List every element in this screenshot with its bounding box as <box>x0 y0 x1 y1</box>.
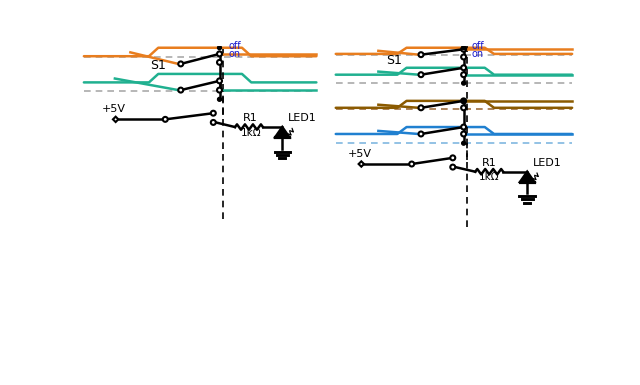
Circle shape <box>218 46 221 50</box>
Text: 1kΩ: 1kΩ <box>479 172 500 182</box>
Circle shape <box>461 141 465 145</box>
Text: R1: R1 <box>481 157 496 167</box>
Polygon shape <box>113 117 118 122</box>
Circle shape <box>419 72 424 77</box>
Text: S1: S1 <box>386 54 402 67</box>
Text: on: on <box>228 49 240 59</box>
Circle shape <box>461 55 466 59</box>
Polygon shape <box>275 127 289 137</box>
Circle shape <box>461 47 466 52</box>
Circle shape <box>218 97 221 101</box>
Polygon shape <box>520 172 534 182</box>
Circle shape <box>461 65 466 70</box>
Circle shape <box>217 52 222 56</box>
Circle shape <box>451 156 455 160</box>
Circle shape <box>217 60 222 65</box>
Circle shape <box>461 99 466 103</box>
Circle shape <box>461 105 466 110</box>
Circle shape <box>409 162 414 166</box>
Text: off: off <box>472 41 484 51</box>
Circle shape <box>461 125 466 129</box>
Circle shape <box>211 120 216 125</box>
Circle shape <box>163 117 168 122</box>
Text: LED1: LED1 <box>288 113 316 123</box>
Circle shape <box>461 132 466 136</box>
Circle shape <box>211 111 216 116</box>
Circle shape <box>461 72 466 77</box>
Circle shape <box>179 88 183 92</box>
Circle shape <box>419 132 424 136</box>
Circle shape <box>179 62 183 66</box>
Text: R1: R1 <box>243 113 257 123</box>
Circle shape <box>461 81 465 85</box>
Circle shape <box>461 99 465 103</box>
Circle shape <box>419 105 424 110</box>
Circle shape <box>451 165 455 169</box>
Text: off: off <box>228 41 241 51</box>
Text: LED1: LED1 <box>532 157 561 167</box>
Circle shape <box>217 88 222 92</box>
Text: +5V: +5V <box>102 104 125 114</box>
Text: 1kΩ: 1kΩ <box>241 127 261 137</box>
Text: +5V: +5V <box>348 149 371 159</box>
Circle shape <box>217 79 222 83</box>
Text: S1: S1 <box>150 59 166 72</box>
Circle shape <box>419 52 424 57</box>
Circle shape <box>461 46 465 50</box>
Text: on: on <box>472 49 483 59</box>
Polygon shape <box>358 161 364 167</box>
